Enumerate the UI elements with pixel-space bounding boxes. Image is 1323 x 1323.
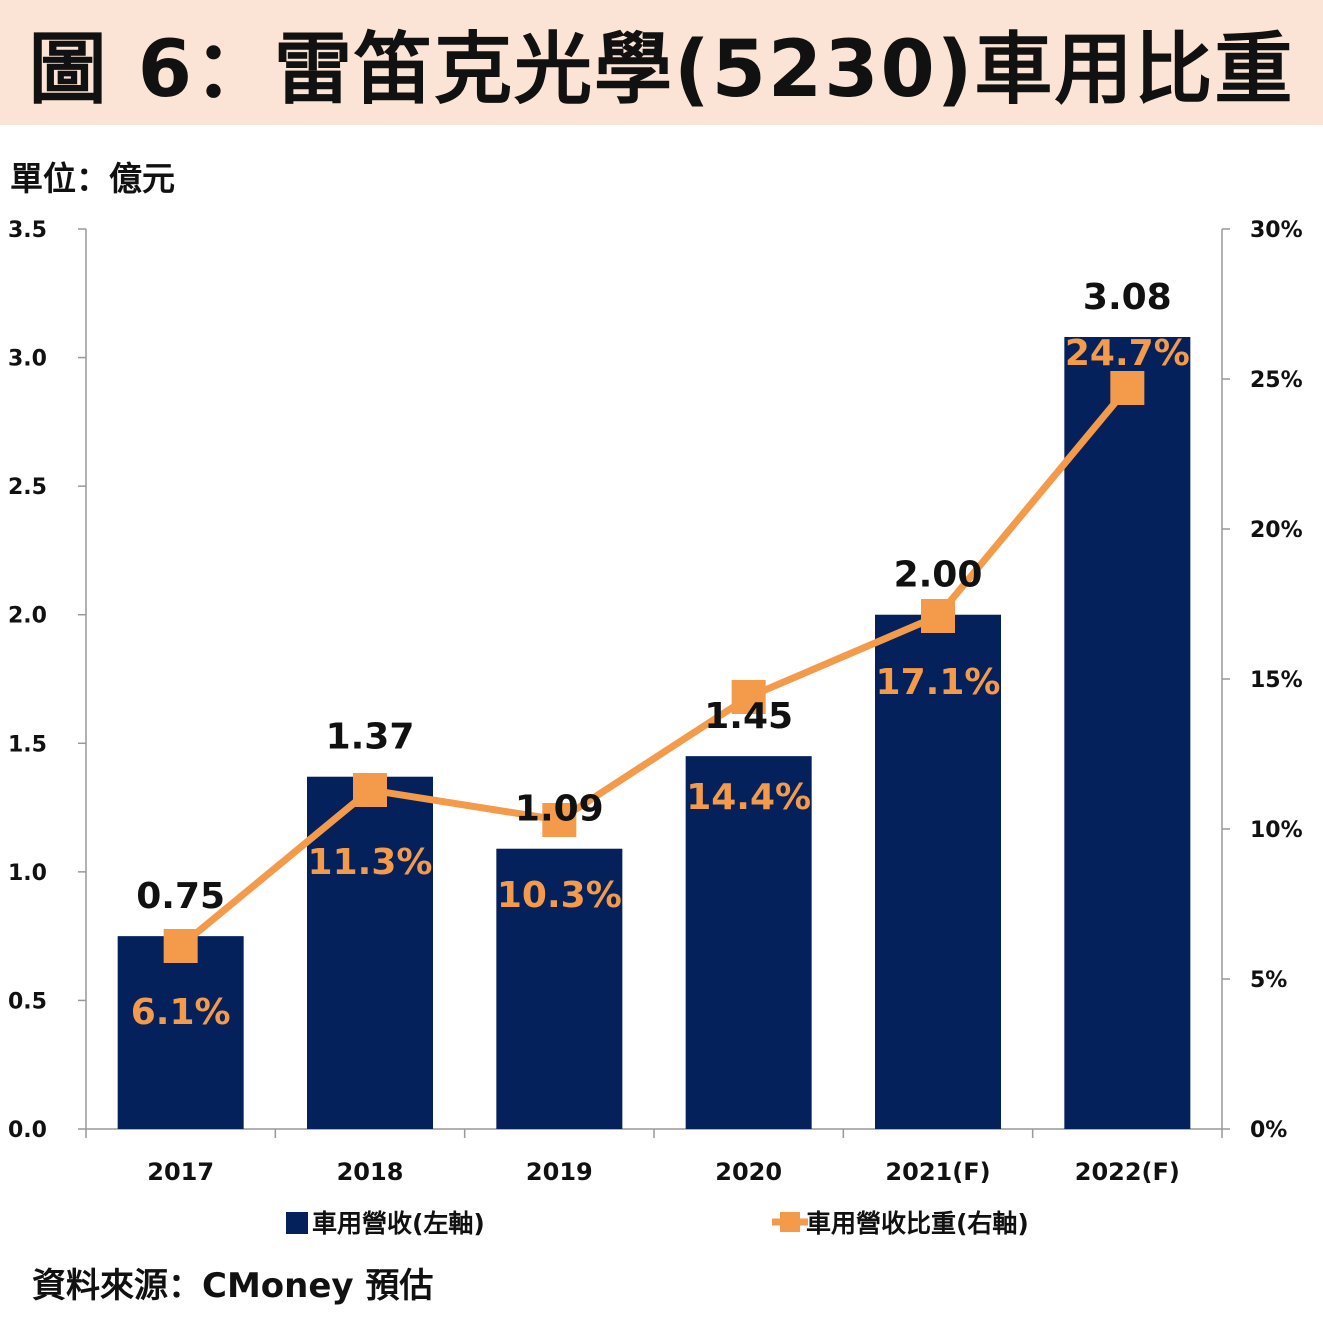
line-marker (1110, 371, 1145, 405)
x-tick-label: 2022(F) (1075, 1158, 1180, 1186)
left-tick-label: 3.0 (8, 347, 47, 372)
source-label: 資料來源：CMoney 預估 (32, 1266, 434, 1306)
series-line (178, 385, 1131, 949)
bar (685, 756, 812, 1129)
bar-value-label: 0.75 (136, 876, 225, 917)
bar-value-label: 1.37 (326, 717, 415, 758)
legend-line-label: 車用營收比重(右軸) (806, 1209, 1029, 1238)
line-marker (542, 803, 577, 837)
bar-value-label: 3.08 (1083, 277, 1172, 318)
line-marker (163, 929, 198, 963)
bar (117, 936, 244, 1129)
legend-bar-swatch (286, 1212, 308, 1234)
line-value-label: 10.3% (497, 875, 622, 916)
right-tick-label: 25% (1250, 368, 1303, 393)
bars-group (117, 337, 1191, 1129)
x-tick-label: 2018 (337, 1158, 404, 1186)
legend-line-marker (780, 1212, 800, 1232)
line-value-label: 17.1% (876, 662, 1001, 703)
left-tick-label: 0.5 (8, 989, 47, 1014)
left-tick-label: 1.0 (8, 861, 47, 886)
line-value-label: 6.1% (131, 992, 231, 1033)
x-tick-label: 2019 (526, 1158, 593, 1186)
line-marker (921, 599, 955, 633)
line-value-label: 24.7% (1065, 333, 1190, 374)
bar (875, 614, 1001, 1129)
bar (307, 776, 433, 1129)
axes-group: 0.0 0.5 1.0 1.5 2.0 2.5 3.0 3.5 0% 5% 10% 15% 20% 25%… (8, 218, 1303, 1186)
left-tick-label: 1.5 (8, 732, 47, 757)
left-tick-label: 2.0 (8, 604, 47, 629)
labels-group: 0.75 1.37 1.09 1.45 2.00 3.08 6.1% 11.3% 10.3% 14… (131, 277, 1190, 1033)
left-tick-label: 2.5 (8, 475, 47, 500)
line-value-label: 11.3% (308, 842, 433, 883)
right-tick-label: 30% (1250, 218, 1303, 243)
right-tick-label: 20% (1250, 518, 1303, 543)
x-tick-label: 2017 (147, 1158, 214, 1186)
bar (1064, 337, 1191, 1129)
legend-bar-label: 車用營收(左軸) (312, 1209, 485, 1238)
right-tick-label: 5% (1250, 968, 1287, 993)
x-tick-label: 2020 (715, 1158, 782, 1186)
bar (496, 848, 623, 1129)
bar-value-label: 2.00 (894, 555, 983, 596)
legend: 車用營收(左軸) 車用營收比重(右軸) (286, 1209, 1029, 1238)
bar-value-label: 1.45 (704, 696, 793, 737)
line-marker (353, 773, 387, 807)
bar-value-label: 1.09 (515, 789, 604, 830)
left-tick-label: 3.5 (8, 218, 47, 243)
right-tick-label: 10% (1250, 818, 1303, 843)
line-value-label: 14.4% (686, 777, 811, 818)
title-banner: 圖 6：雷笛克光學(5230)車用比重 (0, 0, 1323, 125)
right-tick-label: 15% (1250, 668, 1303, 693)
x-tick-label: 2021(F) (885, 1158, 990, 1186)
right-tick-label: 0% (1250, 1118, 1287, 1143)
unit-label: 單位：億元 (10, 159, 175, 198)
left-tick-label: 0.0 (8, 1118, 47, 1143)
chart-title: 圖 6：雷笛克光學(5230)車用比重 (28, 24, 1295, 115)
line-marker (731, 680, 766, 714)
line-group (163, 371, 1145, 963)
